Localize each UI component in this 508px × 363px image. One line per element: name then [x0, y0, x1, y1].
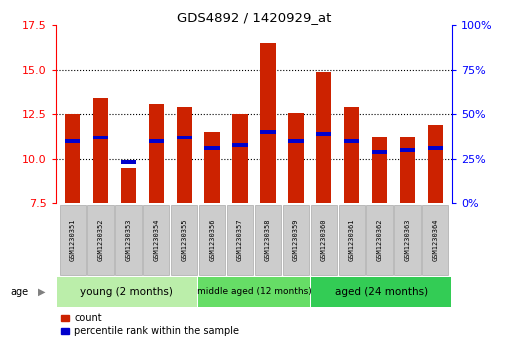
FancyBboxPatch shape: [422, 205, 449, 275]
Text: GSM1230357: GSM1230357: [237, 218, 243, 261]
Text: GSM1230353: GSM1230353: [125, 218, 132, 261]
Bar: [400, 138, 415, 203]
FancyBboxPatch shape: [199, 205, 225, 275]
Bar: [93, 98, 108, 203]
Bar: [316, 132, 331, 136]
Bar: [316, 72, 331, 203]
Text: GSM1230356: GSM1230356: [209, 218, 215, 261]
Bar: [177, 135, 192, 139]
Bar: [400, 148, 415, 152]
FancyBboxPatch shape: [87, 205, 114, 275]
Bar: [232, 114, 248, 203]
Bar: [260, 130, 276, 134]
Text: GSM1230360: GSM1230360: [321, 218, 327, 261]
Text: GSM1230355: GSM1230355: [181, 218, 187, 261]
FancyBboxPatch shape: [311, 205, 337, 275]
FancyBboxPatch shape: [338, 205, 365, 275]
Bar: [93, 135, 108, 139]
Text: middle aged (12 months): middle aged (12 months): [197, 287, 311, 296]
Bar: [65, 114, 80, 203]
Text: GSM1230362: GSM1230362: [376, 218, 383, 261]
FancyBboxPatch shape: [171, 205, 197, 275]
Legend: count, percentile rank within the sample: count, percentile rank within the sample: [61, 313, 239, 337]
Title: GDS4892 / 1420929_at: GDS4892 / 1420929_at: [177, 11, 331, 24]
Bar: [177, 107, 192, 203]
Text: GSM1230354: GSM1230354: [153, 218, 160, 261]
Text: ▶: ▶: [38, 287, 46, 297]
Bar: [428, 125, 443, 203]
Bar: [288, 113, 304, 203]
Bar: [204, 132, 220, 203]
Text: GSM1230359: GSM1230359: [293, 218, 299, 261]
Bar: [344, 139, 359, 143]
Bar: [65, 139, 80, 143]
Bar: [372, 150, 387, 154]
FancyBboxPatch shape: [255, 205, 281, 275]
Text: GSM1230364: GSM1230364: [432, 218, 438, 261]
FancyBboxPatch shape: [366, 205, 393, 275]
FancyBboxPatch shape: [143, 205, 170, 275]
FancyBboxPatch shape: [56, 276, 452, 309]
Bar: [204, 146, 220, 150]
Bar: [121, 168, 136, 203]
Text: age: age: [10, 287, 28, 297]
FancyBboxPatch shape: [227, 205, 253, 275]
FancyBboxPatch shape: [311, 277, 451, 307]
Text: GSM1230352: GSM1230352: [98, 218, 104, 261]
Text: GSM1230363: GSM1230363: [404, 218, 410, 261]
FancyBboxPatch shape: [283, 205, 309, 275]
Text: young (2 months): young (2 months): [80, 286, 173, 297]
FancyBboxPatch shape: [198, 277, 310, 307]
Text: aged (24 months): aged (24 months): [335, 286, 428, 297]
FancyBboxPatch shape: [394, 205, 421, 275]
Bar: [260, 43, 276, 203]
Bar: [288, 139, 304, 143]
Bar: [121, 160, 136, 164]
Bar: [344, 107, 359, 203]
Text: GSM1230351: GSM1230351: [70, 218, 76, 261]
Bar: [149, 104, 164, 203]
FancyBboxPatch shape: [59, 205, 86, 275]
Bar: [232, 143, 248, 147]
FancyBboxPatch shape: [57, 277, 197, 307]
Bar: [428, 146, 443, 150]
Text: GSM1230361: GSM1230361: [348, 218, 355, 261]
Text: GSM1230358: GSM1230358: [265, 218, 271, 261]
Bar: [149, 139, 164, 143]
FancyBboxPatch shape: [115, 205, 142, 275]
Bar: [372, 138, 387, 203]
